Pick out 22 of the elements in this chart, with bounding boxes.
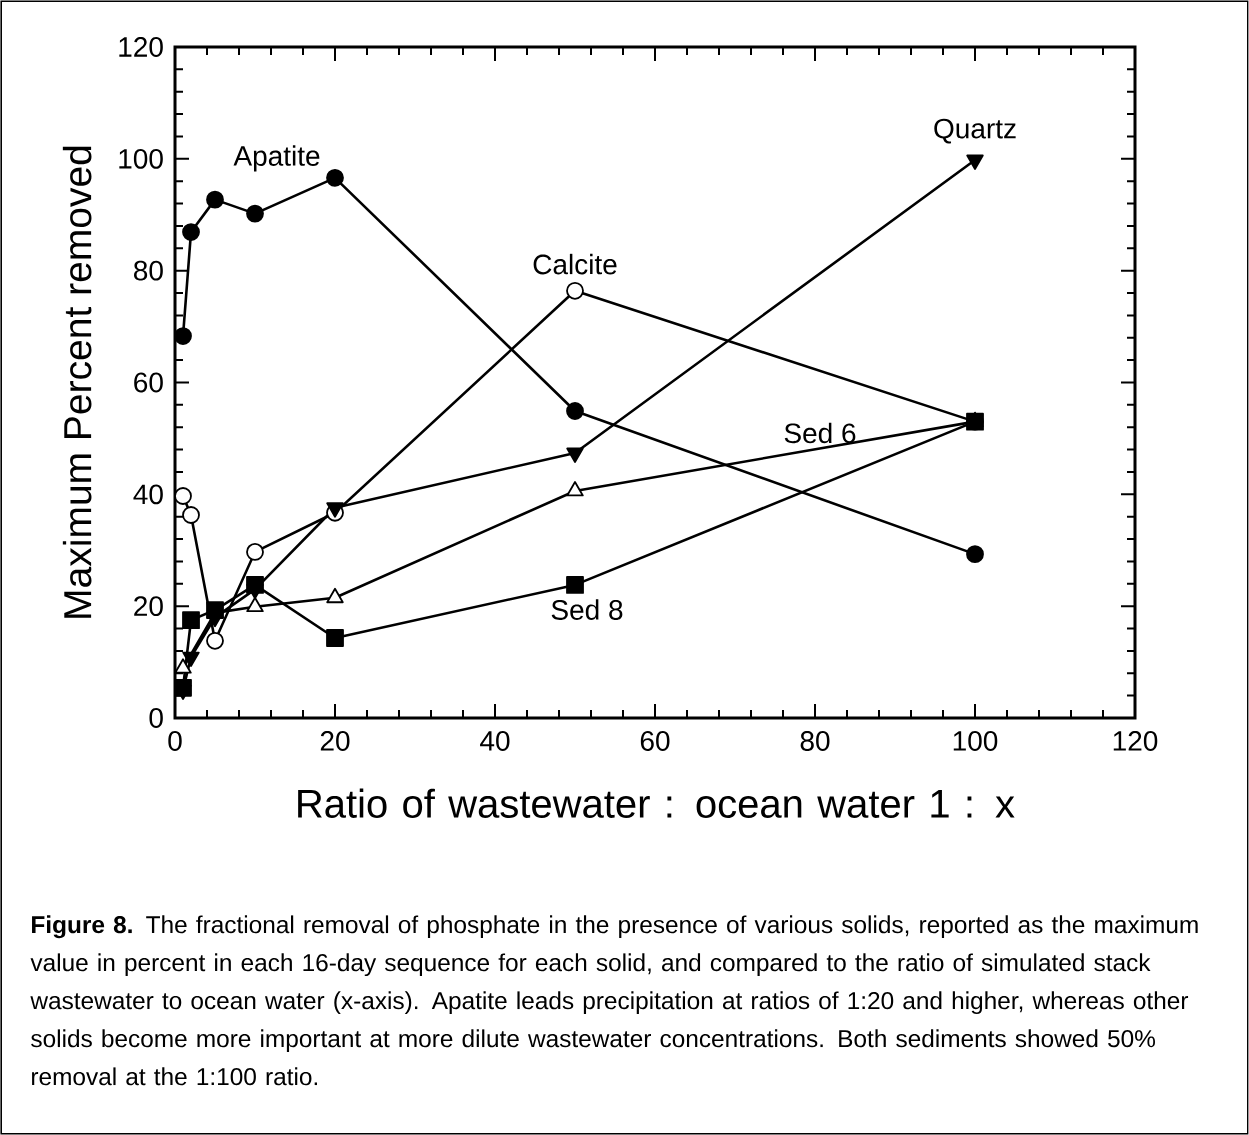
y-tick-label: 120 [119, 37, 163, 57]
x-tick-label: 20 [320, 731, 350, 751]
x-tick-label: 120 [1113, 731, 1158, 751]
y-tick-label: 100 [119, 148, 163, 169]
y-tick-label: 80 [134, 260, 163, 281]
series-label: Calcite [533, 253, 617, 275]
y-tick-label: 20 [134, 596, 163, 617]
y-tick-label: 0 [149, 708, 163, 728]
x-axis-title: Ratio of wastewater : ocean water 1 : x [298, 788, 1015, 818]
x-tick-label: 60 [640, 731, 670, 751]
legend-label: Apatite [233, 145, 320, 172]
series-label: Quartz [934, 118, 1016, 144]
series-label: Sed 8 [551, 599, 623, 620]
x-tick-label: 40 [480, 731, 510, 751]
x-tick-label: 0 [168, 731, 182, 751]
x-tick-label: 100 [953, 731, 998, 751]
y-axis-title: Maximum Percent removed [62, 146, 92, 618]
x-tick-label: 80 [800, 731, 830, 751]
y-tick-label: 40 [133, 484, 163, 505]
y-tick-label: 60 [134, 372, 163, 393]
text: Figure 8. The fractional removal of phosphate in the presence of various solids, reported as the maximum value in percent in each 16-day sequence for each solid, and compared to the ratio of simulated stack wastewater to ocean water (x-axis). Apatite leads precipitation at ratios of 1:20 and higher, whereas other solids become more important at more dilute wastewater concentrations. Both sediments showed 50% removal at the 1:100 ratio. [30, 915, 1198, 1086]
series-label: Sed 6 [784, 422, 856, 444]
